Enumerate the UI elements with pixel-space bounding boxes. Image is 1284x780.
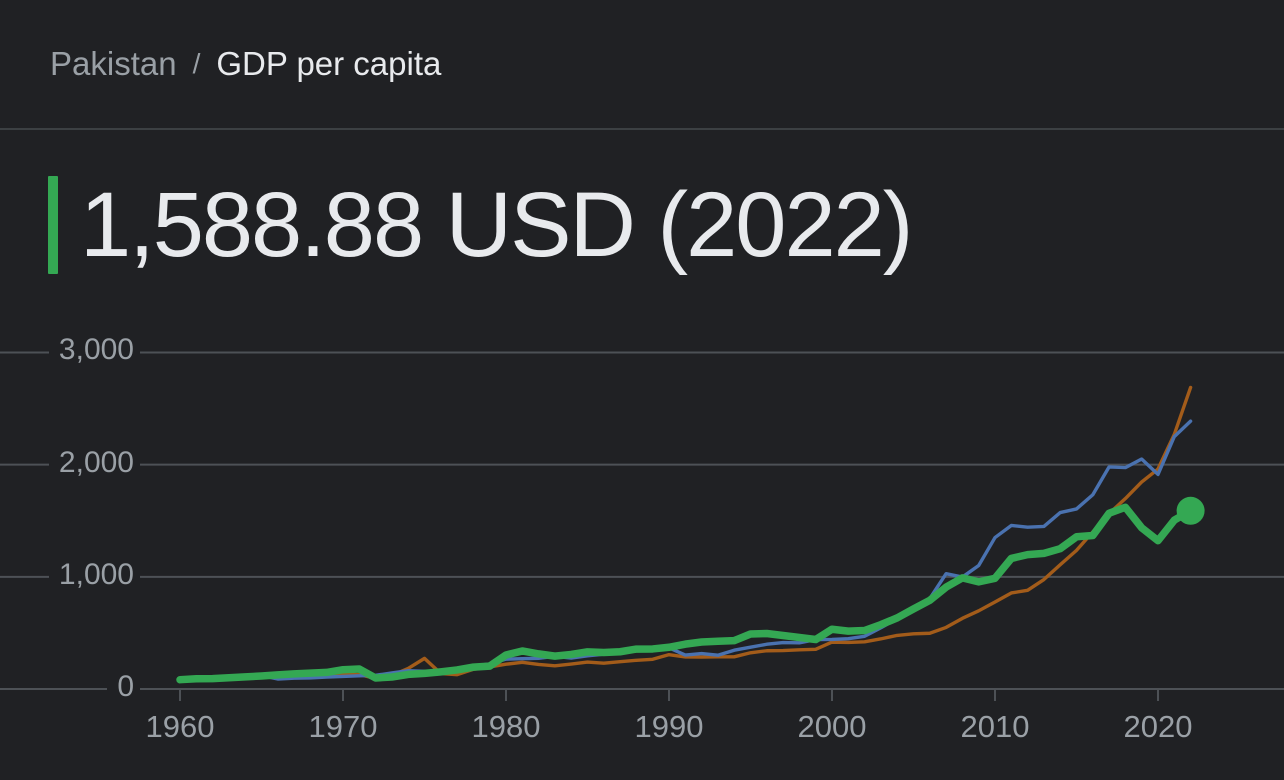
series-line-highlighted — [176, 503, 1195, 684]
breadcrumb-metric: GDP per capita — [216, 45, 442, 82]
series-line-series_blue — [178, 419, 1193, 682]
series-end-dot — [1176, 496, 1205, 525]
x-axis-label: 1990 — [634, 709, 704, 744]
series-line-series_brown — [178, 385, 1193, 681]
x-axis-label: 2010 — [960, 709, 1030, 744]
breadcrumb-separator: / — [192, 48, 201, 79]
x-axis-label: 2020 — [1123, 709, 1193, 744]
breadcrumb: Pakistan / GDP per capita — [0, 0, 1284, 130]
headline: 1,588.88 USD (2022) — [48, 176, 1284, 274]
x-axis-label: 2000 — [797, 709, 867, 744]
y-axis-label: 0 — [0, 668, 140, 706]
y-axis-label: 3,000 — [0, 331, 140, 369]
headline-accent-bar — [48, 176, 58, 274]
x-axis-label: 1980 — [471, 709, 541, 744]
y-axis-label: 1,000 — [0, 555, 140, 594]
headline-value: 1,588.88 USD (2022) — [80, 174, 913, 276]
breadcrumb-country[interactable]: Pakistan — [50, 45, 177, 82]
x-axis-label: 1960 — [145, 709, 215, 744]
y-axis-label: 2,000 — [0, 443, 140, 482]
x-axis-label: 1970 — [308, 709, 378, 744]
